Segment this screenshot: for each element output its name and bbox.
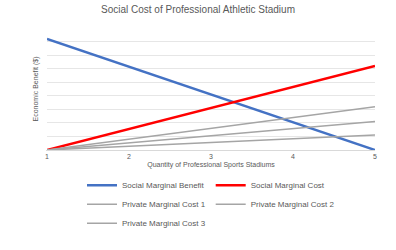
svg-text:Private Marginal Cost 1: Private Marginal Cost 1 [122,200,206,209]
svg-text:1: 1 [45,153,49,160]
svg-text:2: 2 [127,153,131,160]
svg-text:Private Marginal Cost 2: Private Marginal Cost 2 [251,200,335,209]
svg-text:Private Marginal Cost 3: Private Marginal Cost 3 [122,219,206,228]
svg-text:3: 3 [209,153,213,160]
svg-text:4: 4 [291,153,295,160]
svg-text:Social Marginal Cost: Social Marginal Cost [251,181,325,190]
svg-text:5: 5 [373,153,377,160]
svg-text:Quantity of Professional Sport: Quantity of Professional Sports Stadiums [147,161,275,169]
svg-text:Economic Benefit ($): Economic Benefit ($) [32,57,40,122]
svg-text:Social Cost of Professional At: Social Cost of Professional Athletic Sta… [101,4,295,15]
svg-text:Social Marginal Benefit: Social Marginal Benefit [122,181,205,190]
